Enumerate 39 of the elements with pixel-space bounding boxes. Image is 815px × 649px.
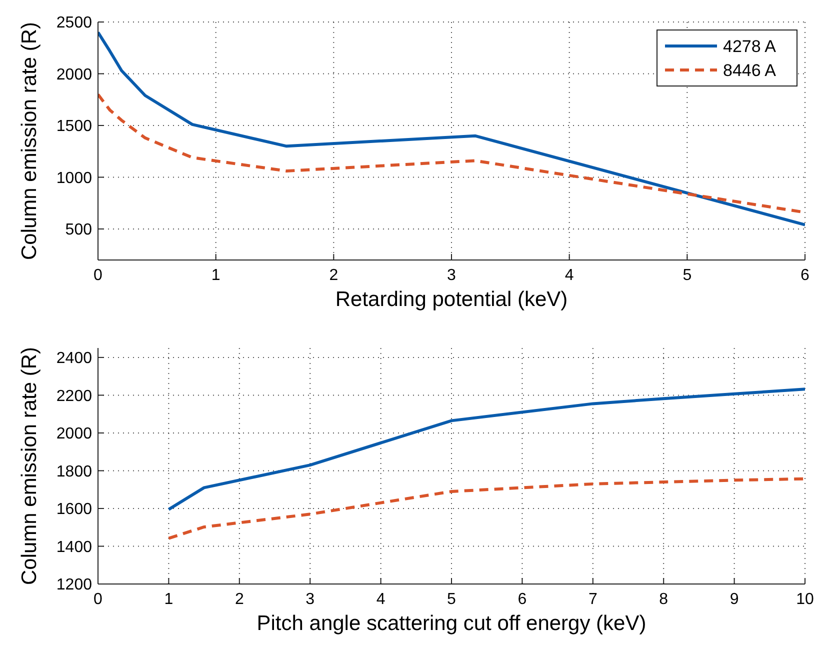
legend-label: 8446 A <box>723 60 777 80</box>
y-tick-label: 2000 <box>56 66 92 84</box>
x-tick-label: 2 <box>234 591 244 608</box>
y-tick-label: 1500 <box>56 118 92 136</box>
x-tick-label: 5 <box>682 267 692 284</box>
y-tick-label: 1800 <box>56 463 92 480</box>
y-tick-label: 1200 <box>56 576 92 594</box>
y-tick-label: 2400 <box>56 350 92 368</box>
x-axis-title: Retarding potential (keV) <box>335 288 568 311</box>
x-tick-label: 8 <box>659 591 668 608</box>
y-tick-label: 2500 <box>56 14 92 32</box>
x-tick-label: 3 <box>447 267 456 284</box>
legend-label: 4278 A <box>723 36 777 56</box>
x-tick-label: 3 <box>306 591 315 608</box>
x-tick-label: 6 <box>800 267 810 284</box>
x-tick-label: 6 <box>518 591 527 608</box>
y-tick-label: 1000 <box>56 170 92 187</box>
x-tick-label: 5 <box>447 591 456 608</box>
line-series <box>167 388 805 511</box>
x-tick-label: 10 <box>796 591 814 608</box>
line-series <box>167 477 805 540</box>
y-axis-title: Column emission rate (R) <box>18 346 41 586</box>
y-tick-label: 2200 <box>56 388 92 405</box>
x-tick-label: 4 <box>564 267 574 284</box>
y-tick-label: 1600 <box>56 501 92 518</box>
x-tick-label: 4 <box>376 591 386 608</box>
x-tick-label: 2 <box>329 267 338 284</box>
x-tick-label: 1 <box>164 591 174 608</box>
line-series <box>98 30 805 226</box>
x-axis-title: Pitch angle scattering cut off energy (keV) <box>256 612 646 635</box>
x-tick-label: 7 <box>588 591 598 608</box>
y-tick-label: 1400 <box>56 538 92 556</box>
y-tick-label: 500 <box>65 222 92 239</box>
y-axis-title: Column emission rate (R) <box>18 22 41 260</box>
x-tick-label: 0 <box>94 591 103 608</box>
y-tick-label: 2000 <box>56 426 92 443</box>
x-tick-label: 1 <box>211 267 220 284</box>
x-tick-label: 0 <box>94 267 103 284</box>
x-tick-label: 9 <box>730 591 739 608</box>
